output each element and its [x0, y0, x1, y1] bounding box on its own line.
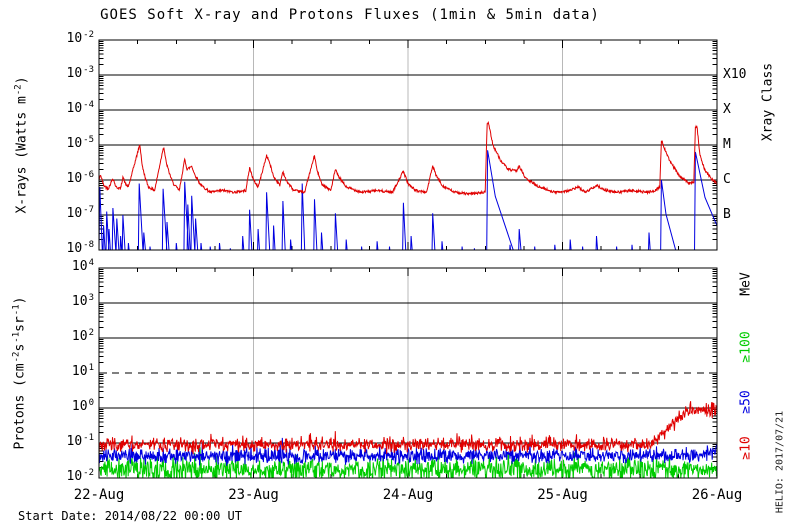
y-tick-label: 10-7 — [66, 205, 95, 221]
right-axis-label: ≥100 — [738, 331, 754, 363]
y-tick-label: 101 — [71, 363, 94, 379]
exponent: -4 — [83, 100, 94, 110]
exponent: -2 — [11, 351, 22, 363]
x-tick-label: 24-Aug — [382, 487, 434, 503]
x-tick-label: 26-Aug — [691, 487, 743, 503]
panel-border — [98, 39, 718, 251]
x-tick-label: 25-Aug — [537, 487, 588, 503]
right-axis-label: ≥10 — [738, 436, 754, 460]
right-axis-title-protons: MeV — [738, 272, 754, 296]
exponent: -8 — [83, 240, 94, 250]
exponent: 2 — [88, 328, 94, 338]
exponent: 0 — [88, 398, 94, 408]
x-tick-label: 23-Aug — [228, 487, 279, 503]
y-axis-title-protons: Protons (cm-2s-1sr-1) — [11, 296, 28, 450]
start-date-label: Start Date: 2014/08/22 00:00 UT — [18, 509, 242, 523]
y-tick-label: 104 — [71, 258, 94, 274]
right-axis-label: C — [723, 172, 731, 187]
y-tick-label: 10-2 — [66, 468, 95, 484]
exponent: 1 — [88, 363, 94, 373]
exponent: -1 — [83, 433, 94, 443]
right-axis-label: X10 — [723, 67, 747, 82]
y-tick-label: 10-3 — [66, 65, 95, 81]
protons-ge100MeV-trace — [99, 447, 717, 478]
y-axis-title-xray: X-rays (Watts m-2) — [13, 76, 30, 214]
y-tick-label: 10-1 — [66, 433, 95, 449]
exponent: -1 — [11, 304, 22, 316]
exponent: -2 — [83, 468, 94, 478]
x-tick-label: 22-Aug — [73, 487, 125, 503]
exponent: -7 — [83, 205, 94, 215]
exponent: 4 — [88, 258, 94, 268]
y-tick-label: 10-6 — [66, 170, 95, 186]
chart-title: GOES Soft X-ray and Protons Fluxes (1min… — [100, 7, 600, 23]
right-axis-label: ≥50 — [738, 390, 754, 414]
xray-long-wave-trace — [99, 120, 717, 197]
right-axis-label: X — [723, 102, 731, 117]
y-tick-label: 10-2 — [66, 30, 95, 46]
exponent: -2 — [83, 30, 94, 40]
y-tick-label: 10-8 — [66, 240, 95, 256]
panel-xray — [98, 39, 718, 251]
protons-ge10MeV-trace — [99, 401, 717, 455]
y-tick-label: 103 — [71, 293, 94, 309]
xray-short-wave-trace — [99, 150, 717, 250]
axis-ticks — [99, 40, 717, 250]
y-tick-label: 100 — [71, 398, 94, 414]
helio-watermark: HELIO: 2017/07/21 — [774, 410, 786, 514]
series-group-protons — [99, 401, 717, 478]
exponent: -6 — [83, 170, 94, 180]
y-tick-label: 102 — [71, 328, 94, 344]
exponent: 3 — [88, 293, 94, 303]
right-axis-label: B — [723, 207, 731, 222]
right-axis-label: M — [723, 137, 731, 152]
exponent: -3 — [83, 65, 94, 75]
exponent: -2 — [13, 84, 24, 96]
exponent: -1 — [11, 331, 22, 343]
panel-border — [98, 267, 718, 479]
panel-protons — [98, 267, 718, 479]
y-tick-label: 10-5 — [66, 135, 95, 151]
protons-ge50MeV-trace — [99, 437, 717, 466]
series-group-xray — [99, 120, 717, 250]
exponent: -5 — [83, 135, 94, 145]
right-axis-title-xray: Xray Class — [760, 62, 776, 142]
y-tick-label: 10-4 — [66, 100, 95, 116]
